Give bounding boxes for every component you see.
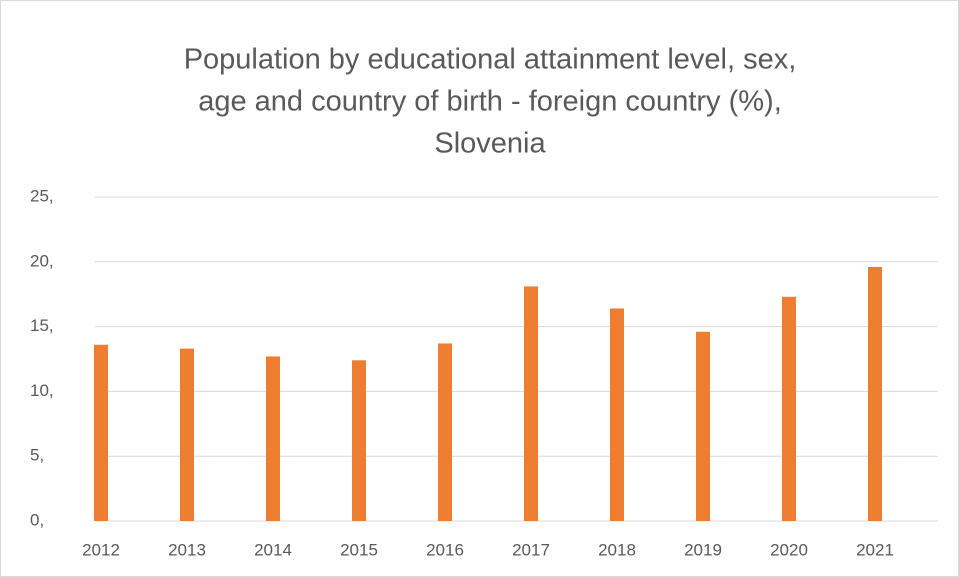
y-tick-label: 10, (30, 381, 54, 400)
y-tick-label: 0, (30, 510, 44, 529)
bar (524, 286, 538, 521)
x-tick-label: 2019 (684, 540, 722, 559)
x-tick-label: 2017 (512, 540, 550, 559)
y-tick-label: 15, (30, 316, 54, 335)
x-tick-label: 2018 (598, 540, 636, 559)
bar (94, 344, 108, 521)
y-tick-label: 25, (30, 186, 54, 205)
bar (266, 356, 280, 521)
bar (696, 331, 710, 521)
x-tick-label: 2013 (168, 540, 206, 559)
bar (610, 308, 624, 521)
bar (868, 266, 882, 521)
bar (352, 360, 366, 521)
bar (438, 343, 452, 521)
chart-title: Slovenia (434, 128, 546, 160)
y-tick-label: 20, (30, 251, 54, 270)
x-tick-label: 2014 (254, 540, 292, 559)
chart-title: age and country of birth - foreign count… (198, 86, 782, 118)
x-tick-label: 2020 (770, 540, 808, 559)
bar (180, 348, 194, 521)
y-tick-label: 5, (30, 446, 44, 465)
x-tick-label: 2021 (856, 540, 894, 559)
chart-title: Population by educational attainment lev… (184, 44, 797, 76)
x-tick-label: 2012 (82, 540, 120, 559)
x-tick-label: 2016 (426, 540, 464, 559)
x-tick-label: 2015 (340, 540, 378, 559)
bar (782, 296, 796, 521)
